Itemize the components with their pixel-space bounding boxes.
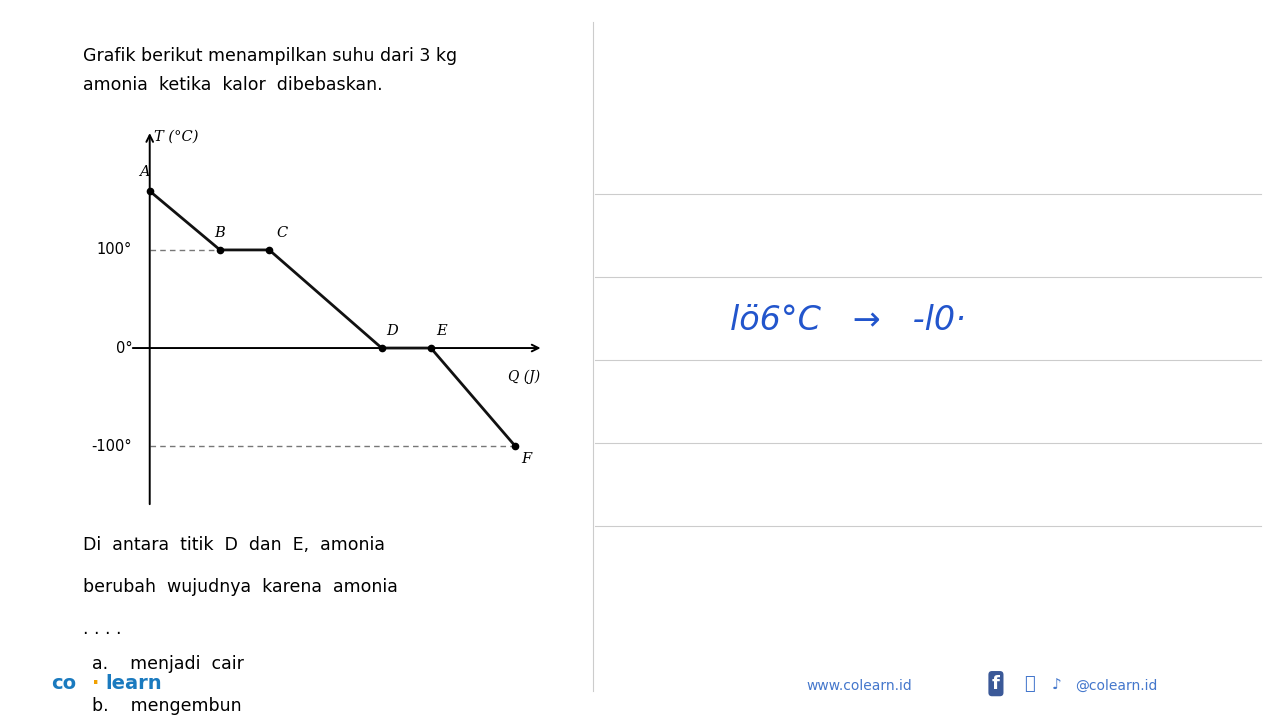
Text: lö6°C   →   -l0·: lö6°C → -l0· — [730, 304, 965, 337]
Text: A: A — [140, 166, 150, 179]
Text: a.    menjadi  cair: a. menjadi cair — [92, 655, 244, 673]
Text: 100°: 100° — [97, 243, 132, 258]
Text: Grafik berikut menampilkan suhu dari 3 kg: Grafik berikut menampilkan suhu dari 3 k… — [83, 47, 457, 65]
Text: C: C — [276, 226, 288, 240]
Text: . . . .: . . . . — [83, 620, 122, 638]
Text: D: D — [385, 324, 398, 338]
Text: co: co — [51, 674, 77, 693]
Text: Ⓘ: Ⓘ — [1024, 675, 1034, 693]
Text: Di  antara  titik  D  dan  E,  amonia: Di antara titik D dan E, amonia — [83, 536, 385, 554]
Text: E: E — [436, 324, 447, 338]
Text: berubah  wujudnya  karena  amonia: berubah wujudnya karena amonia — [83, 578, 398, 596]
Text: @colearn.id: @colearn.id — [1075, 679, 1157, 693]
Text: f: f — [992, 675, 1000, 693]
Text: B: B — [214, 226, 225, 240]
Text: ♪: ♪ — [1052, 678, 1062, 693]
Text: ·: · — [92, 674, 100, 693]
Text: amonia  ketika  kalor  dibebaskan.: amonia ketika kalor dibebaskan. — [83, 76, 383, 94]
Text: F: F — [521, 451, 531, 466]
Text: T (°C): T (°C) — [154, 130, 198, 144]
Text: learn: learn — [105, 674, 161, 693]
Text: 0°: 0° — [115, 341, 132, 356]
Text: -100°: -100° — [91, 438, 132, 454]
Text: Q (J): Q (J) — [508, 369, 540, 384]
Text: b.    mengembun: b. mengembun — [92, 697, 242, 715]
Text: www.colearn.id: www.colearn.id — [806, 679, 913, 693]
